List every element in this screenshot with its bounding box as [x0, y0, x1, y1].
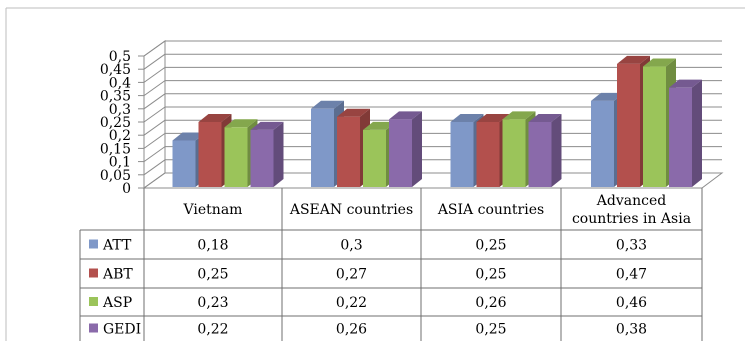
data-table-value: 0,33 — [616, 238, 647, 254]
bar-front-face — [389, 119, 412, 187]
bar-top-face — [172, 132, 206, 141]
bar-top-face — [669, 79, 702, 88]
bar-top-face — [502, 111, 536, 120]
bar-abt — [198, 114, 232, 187]
bar-front-face — [337, 116, 360, 187]
data-table-value: 0,25 — [475, 238, 506, 254]
bar-top-face — [450, 114, 484, 122]
y-tick-label: 0,2 — [109, 128, 131, 144]
data-table-value: 0,3 — [340, 238, 362, 254]
bar-front-face — [528, 122, 552, 187]
legend-key-asp — [89, 297, 98, 306]
data-table-value: 0,25 — [475, 267, 506, 283]
data-table-value: 0,23 — [197, 295, 228, 311]
data-table-value: 0,38 — [616, 322, 647, 338]
gridline-side — [143, 93, 166, 110]
data-table-value: 0,26 — [475, 295, 506, 311]
y-tick-label: 0,25 — [100, 115, 131, 131]
data-table-value: 0,27 — [336, 267, 367, 283]
y-tick-label: 0 — [122, 181, 131, 197]
bar-front-face — [502, 119, 526, 187]
legend-key-gedi — [89, 323, 98, 333]
y-tick-label: 0,05 — [100, 168, 131, 184]
data-table-value: 0,22 — [336, 295, 367, 311]
gridline-side — [143, 159, 166, 176]
bar-front-face — [198, 122, 222, 187]
data-table-value: 0,25 — [197, 267, 228, 283]
bar-front-face — [311, 108, 334, 187]
data-table-value: 0,46 — [616, 295, 647, 311]
bar-front-face — [224, 127, 248, 187]
legend-key-abt — [89, 268, 98, 278]
bar-front-face — [476, 122, 500, 187]
y-tick-label: 0,45 — [100, 62, 131, 78]
y-tick-label: 0,3 — [109, 102, 131, 118]
data-table-value: 0,25 — [475, 322, 506, 338]
series-name: ASP — [102, 295, 132, 311]
bar-top-face — [337, 108, 370, 117]
gridline-side — [143, 119, 166, 136]
bar-top-face — [224, 119, 258, 128]
bar-gedi — [528, 114, 562, 187]
bar-front-face — [450, 122, 474, 187]
bar-front-face — [172, 140, 196, 187]
gridline-side — [143, 53, 166, 70]
series-name: GEDI — [103, 322, 141, 338]
category-label: ASIA countries — [437, 202, 544, 218]
bar-top-face — [528, 114, 562, 122]
category-label: countries in Asia — [572, 211, 691, 227]
gridline-side — [143, 66, 166, 83]
gridline-side — [143, 146, 166, 163]
bar-front-face — [591, 100, 614, 187]
bar-top-face — [250, 121, 284, 130]
bar-top-face — [643, 58, 676, 67]
category-label: ASEAN countries — [289, 202, 413, 218]
bar-front-face — [363, 129, 386, 187]
bar-front-face — [669, 87, 692, 187]
gridline-side — [143, 172, 166, 189]
bar-top-face — [591, 92, 624, 101]
legend-key-att — [89, 239, 98, 249]
data-table-value: 0,22 — [197, 322, 228, 338]
y-tick-label: 0,35 — [100, 89, 131, 105]
bar-gedi — [669, 79, 702, 187]
bar-side-face — [692, 79, 702, 187]
gridline-side — [143, 132, 166, 149]
data-table-value: 0,18 — [197, 238, 228, 254]
bar-top-face — [476, 114, 510, 122]
bar-top-face — [198, 114, 232, 122]
data-table-value: 0,26 — [336, 322, 367, 338]
bar-front-face — [250, 129, 274, 187]
data-table-value: 0,47 — [616, 267, 647, 283]
bar-top-face — [617, 55, 650, 64]
bar-gedi — [389, 111, 422, 187]
bar-side-face — [551, 114, 562, 187]
bar-top-face — [389, 111, 422, 120]
y-tick-label: 0,4 — [109, 75, 131, 91]
series-name: ABT — [102, 267, 133, 283]
bar-top-face — [363, 121, 396, 130]
y-tick-label: 0,1 — [109, 155, 131, 171]
category-label: Advanced — [596, 193, 666, 209]
series-name: ATT — [102, 238, 132, 254]
bar-front-face — [643, 66, 666, 187]
bar-top-face — [311, 100, 344, 109]
gridline-side — [143, 80, 166, 97]
gridline-side — [143, 40, 166, 57]
y-tick-label: 0,15 — [100, 141, 131, 157]
bar-side-face — [273, 121, 284, 187]
gridline-side — [143, 106, 166, 123]
category-label: Vietnam — [183, 202, 243, 218]
bar-front-face — [617, 63, 640, 187]
y-tick-label: 0,5 — [109, 49, 131, 65]
bar-side-face — [412, 111, 422, 187]
bar-gedi — [250, 121, 284, 187]
